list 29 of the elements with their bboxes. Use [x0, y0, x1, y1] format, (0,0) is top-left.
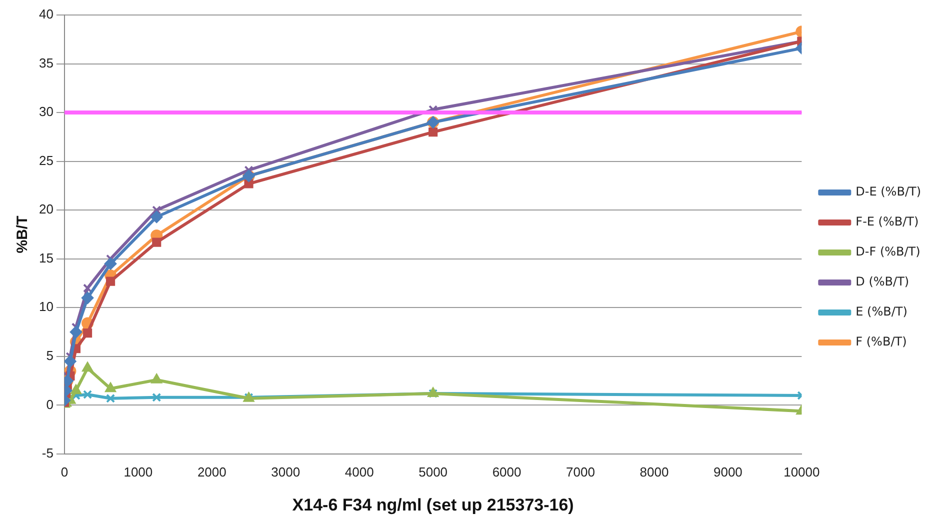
- x-tick-label: 7000: [566, 464, 595, 480]
- y-tick-label: 20: [38, 202, 54, 217]
- x-tick-label: 5000: [418, 464, 448, 480]
- x-tick-label: 8000: [640, 464, 669, 480]
- x-tick-label: 4000: [344, 464, 374, 480]
- y-tick-label: 25: [38, 152, 54, 168]
- x-tick-label: 9000: [713, 464, 742, 480]
- y-tick-label: 0: [46, 396, 54, 412]
- y-tick-label: 30: [38, 104, 54, 120]
- x-tick-label: 2000: [197, 464, 226, 480]
- x-axis-title: X14-6 F34 ng/ml (set up 215373-16): [292, 495, 574, 514]
- y-tick-label: 10: [38, 299, 54, 314]
- legend-label: F-E (%B/T): [856, 214, 919, 229]
- y-tick-label: 35: [38, 55, 54, 70]
- y-tick-label: 40: [38, 6, 54, 22]
- y-tick-label: 15: [38, 250, 54, 266]
- y-tick-label: -5: [42, 446, 54, 461]
- x-tick-label: 0: [60, 464, 68, 480]
- legend-label: F (%B/T): [856, 334, 907, 349]
- y-axis-title: %B/T: [14, 216, 32, 254]
- y-tick-label: 5: [46, 348, 54, 364]
- x-tick-label: 10000: [784, 464, 820, 480]
- legend-label: D (%B/T): [856, 274, 910, 289]
- legend-label: D-F (%B/T): [856, 244, 920, 259]
- x-tick-label: 6000: [492, 464, 522, 480]
- legend-label: D-E (%B/T): [856, 184, 922, 199]
- x-tick-label: 1000: [124, 464, 153, 480]
- legend-label: E (%B/T): [856, 304, 908, 319]
- x-tick-label: 3000: [271, 464, 300, 480]
